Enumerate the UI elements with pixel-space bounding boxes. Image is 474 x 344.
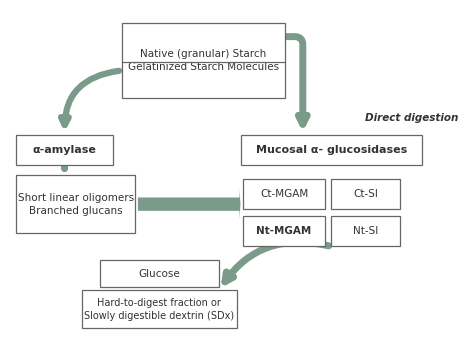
Text: Mucosal α- glucosidases: Mucosal α- glucosidases	[256, 145, 407, 155]
Text: α-amylase: α-amylase	[33, 145, 97, 155]
Text: Slowly digestible dextrin (SDx): Slowly digestible dextrin (SDx)	[84, 311, 235, 321]
Text: Ct-SI: Ct-SI	[353, 189, 378, 199]
Text: Nt-MGAM: Nt-MGAM	[256, 226, 312, 236]
FancyBboxPatch shape	[16, 135, 113, 165]
FancyBboxPatch shape	[331, 216, 400, 246]
FancyBboxPatch shape	[243, 216, 325, 246]
FancyBboxPatch shape	[16, 175, 135, 233]
Text: Nt-SI: Nt-SI	[353, 226, 378, 236]
Text: Glucose: Glucose	[138, 269, 180, 279]
Text: Short linear oligomers: Short linear oligomers	[18, 193, 134, 203]
Text: Ct-MGAM: Ct-MGAM	[260, 189, 308, 199]
Text: Gelatinized Starch Molecules: Gelatinized Starch Molecules	[128, 62, 279, 72]
FancyBboxPatch shape	[82, 290, 237, 328]
FancyBboxPatch shape	[100, 260, 219, 287]
FancyBboxPatch shape	[243, 179, 325, 209]
Text: Direct digestion: Direct digestion	[365, 113, 458, 123]
FancyBboxPatch shape	[122, 23, 285, 98]
Text: Hard-to-digest fraction or: Hard-to-digest fraction or	[98, 298, 221, 308]
FancyBboxPatch shape	[331, 179, 400, 209]
FancyBboxPatch shape	[241, 135, 422, 165]
Text: Branched glucans: Branched glucans	[29, 206, 122, 216]
Text: Native (granular) Starch: Native (granular) Starch	[140, 49, 267, 59]
